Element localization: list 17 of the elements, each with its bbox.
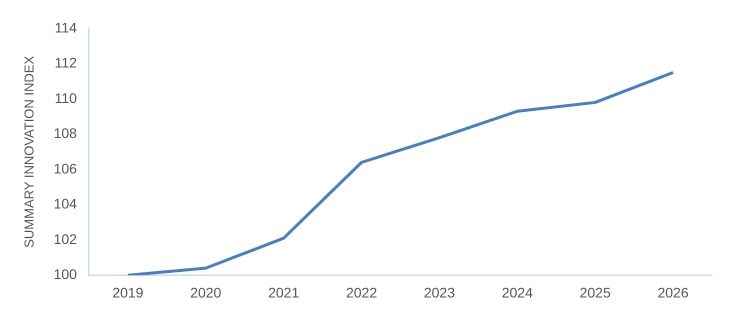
y-tick-label: 106 bbox=[54, 160, 78, 176]
y-tick-label: 112 bbox=[54, 54, 78, 71]
x-tick-label: 2023 bbox=[424, 284, 456, 300]
x-tick-label: 2022 bbox=[346, 284, 378, 300]
y-tick-label: 102 bbox=[54, 230, 78, 247]
x-tick-label: 2019 bbox=[112, 284, 144, 300]
y-tick-label: 114 bbox=[54, 19, 78, 36]
x-tick-label: 2024 bbox=[502, 284, 534, 300]
x-tick-label: 2020 bbox=[190, 284, 222, 300]
y-axis-title: SUMMARY INNOVATION INDEX bbox=[21, 56, 36, 248]
y-tick-label: 104 bbox=[54, 196, 78, 212]
y-tick-label: 108 bbox=[54, 125, 78, 142]
y-tick-label: 110 bbox=[54, 90, 78, 106]
x-tick-label: 2025 bbox=[580, 284, 611, 300]
x-tick-label: 2026 bbox=[657, 284, 689, 300]
y-tick-label: 100 bbox=[54, 266, 78, 282]
x-tick-label: 2021 bbox=[268, 284, 300, 300]
